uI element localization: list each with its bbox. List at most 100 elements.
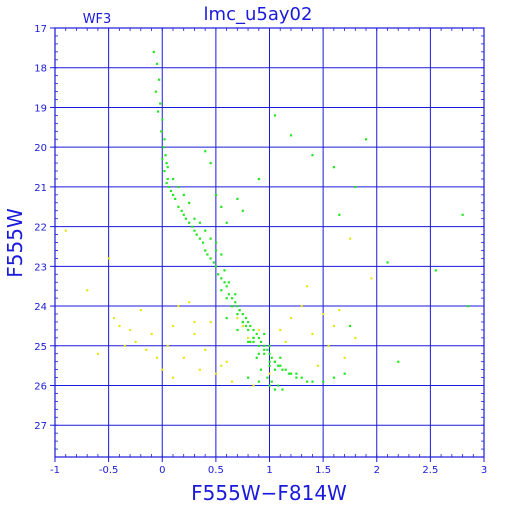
data-point-main [354,185,357,189]
data-point-field [354,336,357,340]
data-point-main [152,50,155,54]
data-point-field [230,380,234,383]
x-tick-label: 0.5 [208,465,224,476]
data-point-main [257,177,260,181]
data-point-main [257,344,260,347]
data-point-main [209,162,212,165]
data-point-main [268,364,271,367]
data-point-main [214,193,218,197]
data-point-main [220,253,223,256]
data-point-main [461,213,464,216]
data-point-main [234,301,237,304]
data-point-main [249,340,252,344]
data-point-field [241,324,244,328]
data-point-field [343,356,346,359]
data-point-main [238,309,241,312]
data-point-field [112,316,116,320]
data-point-main [214,249,218,252]
y-tick-label: 24 [34,302,47,313]
data-point-main [397,360,400,363]
data-point-main [257,352,260,355]
data-point-main [277,384,280,387]
data-point-main [225,285,228,288]
data-point-field [306,285,309,288]
data-point-main [163,170,166,173]
data-point-main [338,213,341,216]
data-point-main [236,313,239,316]
data-point-main [209,257,212,260]
data-point-field [300,305,303,308]
data-point-field [311,332,314,336]
data-point-main [241,209,244,212]
x-tick-label: 2.5 [422,465,438,476]
data-point-main [284,368,287,371]
data-point-field [370,277,373,280]
data-point-main [306,380,309,383]
data-point-field [209,320,212,324]
data-point-field [150,332,153,336]
data-point-field [166,344,169,347]
data-point-field [252,384,255,387]
data-point-field [322,313,325,316]
data-point-field [279,328,282,332]
data-point-main [177,205,180,208]
data-point-main [277,364,280,367]
data-point-field [155,356,159,359]
data-point-main [236,328,239,332]
data-point-main [223,269,226,272]
data-point-main [236,197,239,201]
data-point-main [244,324,248,328]
data-point-main [214,241,218,244]
data-point-main [247,320,250,324]
data-point-main [268,352,271,355]
data-point-main [227,281,230,284]
data-point-main [273,114,277,117]
data-point-field [134,340,137,344]
data-point-main [311,154,314,157]
data-point-main [386,261,389,264]
y-tick-label: 18 [34,64,47,75]
data-point-main [206,253,209,256]
data-point-main [198,237,201,240]
data-point-main [281,388,284,391]
data-point-main [252,340,255,344]
data-point-main [169,189,173,193]
axis-ticks: -1 -0.5 0 0.5 1 1.5 2 2.5 3 17 18 19 20 21 22 23 24 25 26 2… [34,24,487,476]
data-point-main [273,360,277,363]
y-tick-label: 27 [34,421,47,432]
data-point-field [139,309,142,312]
data-point-field [96,352,100,355]
data-point-field [129,328,132,332]
data-point-main [217,273,220,276]
data-points [64,50,470,391]
data-point-main [255,332,258,336]
data-point-main [279,364,282,367]
data-point-main [174,197,177,201]
data-point-field [225,360,228,363]
data-point-main [257,380,260,383]
data-point-main [162,146,165,149]
data-point-main [188,201,191,204]
data-point-field [193,320,196,324]
y-tick-label: 20 [34,143,47,154]
data-point-field [171,376,175,379]
data-point-field [316,364,319,367]
data-point-field [204,348,207,351]
data-point-main [311,380,314,383]
data-point-main [184,217,188,220]
data-point-main [204,229,207,232]
data-point-main [166,177,169,181]
data-point-main [263,344,266,347]
x-tick-label: 1.5 [315,465,331,476]
data-point-main [348,324,352,328]
data-point-main [165,162,168,165]
data-point-field [145,348,148,351]
data-point-main [160,130,163,133]
data-point-main [247,340,250,344]
data-point-main [182,193,185,197]
data-point-main [159,102,162,105]
data-point-main [164,154,167,157]
x-tick-label: -0.5 [99,465,119,476]
